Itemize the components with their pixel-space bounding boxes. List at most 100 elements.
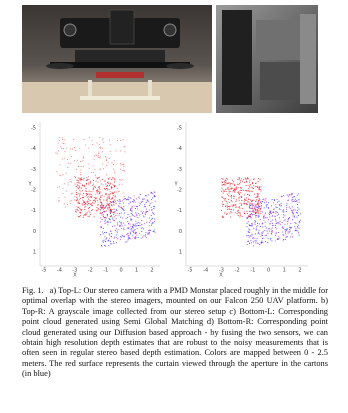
point [106, 188, 108, 189]
point [232, 191, 234, 193]
point [234, 211, 236, 213]
point [149, 229, 150, 231]
point [250, 199, 252, 201]
point [235, 206, 237, 208]
point [286, 228, 288, 230]
point [257, 225, 259, 227]
point [235, 206, 237, 208]
point [252, 203, 253, 205]
point [106, 160, 107, 161]
point [292, 193, 293, 195]
point [123, 236, 125, 238]
point [238, 177, 240, 179]
point [239, 181, 241, 183]
point [237, 183, 238, 185]
point [80, 177, 82, 179]
point [103, 208, 105, 209]
point [97, 208, 99, 210]
point [131, 214, 133, 216]
point [58, 150, 59, 152]
point [121, 212, 122, 214]
point [75, 186, 77, 187]
point [88, 198, 89, 200]
point [82, 185, 84, 187]
point [122, 202, 124, 204]
point [269, 214, 270, 216]
point [235, 187, 237, 189]
point [226, 207, 228, 209]
point [225, 197, 227, 199]
point [106, 159, 108, 161]
point [231, 209, 232, 210]
point [249, 225, 251, 227]
point [111, 217, 113, 219]
point [263, 237, 265, 239]
point [270, 210, 272, 212]
point [113, 168, 114, 170]
point [232, 179, 234, 181]
point [92, 144, 93, 145]
point [113, 202, 115, 203]
point [102, 138, 104, 140]
point [144, 198, 146, 200]
point [279, 217, 280, 219]
point [120, 179, 122, 181]
point [255, 206, 257, 208]
point [93, 188, 94, 190]
caption-text: a) Top-L: Our stereo camera with a PMD M… [22, 286, 329, 379]
point [120, 223, 122, 225]
point [92, 191, 94, 193]
point [121, 228, 123, 230]
point [123, 196, 125, 198]
point [75, 190, 77, 192]
point [90, 213, 91, 215]
point [153, 229, 155, 231]
point [107, 182, 109, 184]
point [122, 139, 124, 141]
point [135, 212, 137, 214]
point [234, 191, 236, 193]
point [255, 209, 257, 211]
point [93, 203, 95, 205]
point [250, 203, 252, 205]
point [142, 198, 144, 200]
point [111, 178, 113, 180]
point [249, 210, 251, 212]
point [279, 204, 281, 205]
point [132, 230, 134, 232]
point [293, 213, 294, 215]
point [80, 166, 82, 167]
point [263, 215, 264, 217]
point [124, 212, 126, 214]
point [256, 215, 257, 217]
point [104, 188, 105, 190]
point [110, 211, 112, 213]
point [234, 195, 236, 197]
point [130, 208, 132, 210]
point [280, 203, 282, 205]
point [294, 209, 296, 211]
point [146, 221, 148, 223]
point [250, 190, 252, 192]
point [110, 210, 112, 212]
point [84, 206, 86, 208]
point [233, 198, 235, 199]
point [250, 211, 252, 212]
point [249, 205, 251, 207]
point [246, 240, 248, 242]
point [276, 228, 277, 230]
point [106, 188, 107, 189]
point [271, 231, 273, 232]
point [91, 140, 93, 142]
point [101, 147, 103, 149]
point [91, 171, 93, 173]
point [226, 213, 227, 215]
point [99, 191, 101, 193]
point [75, 211, 77, 213]
point [135, 225, 137, 227]
point [254, 208, 256, 210]
point [269, 211, 270, 213]
point [280, 195, 282, 197]
point [263, 217, 265, 218]
